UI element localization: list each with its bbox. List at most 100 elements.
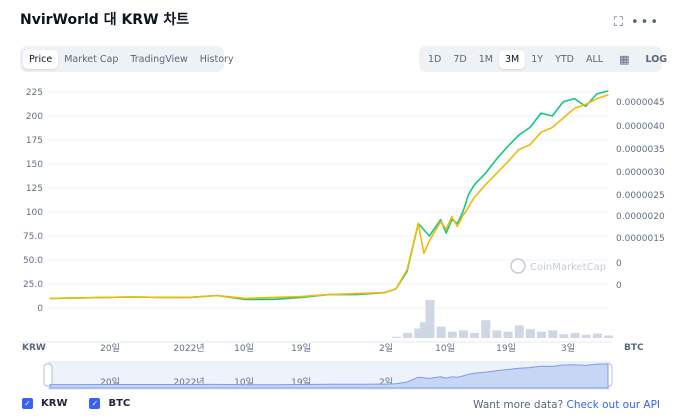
navigator-tick-label: 20일 <box>100 377 120 388</box>
left-axis-ticks: 225 200 175 150 125 100 75.0 50.0 25.0 0 <box>23 88 43 314</box>
left-tick-label: 25.0 <box>23 280 43 290</box>
left-tick-label: 125 <box>26 184 43 194</box>
left-tick-label: 0 <box>37 304 43 314</box>
check-icon[interactable]: ✓ <box>89 398 101 409</box>
series-point <box>506 146 509 148</box>
right-tick-label: 0.0000030 <box>616 168 665 178</box>
series-point <box>423 252 425 254</box>
right-tick-label: 0.0000015 <box>616 234 665 244</box>
series-point <box>529 144 531 146</box>
volume-bar <box>604 335 613 338</box>
navigator-left-handle[interactable] <box>43 363 53 387</box>
volume-bar <box>391 336 401 338</box>
check-icon[interactable]: ✓ <box>22 398 33 409</box>
grid-lines <box>48 91 608 309</box>
series-point <box>49 297 51 299</box>
right-tick-label: 0.0000025 <box>616 191 665 201</box>
volume-bar <box>559 334 569 338</box>
volume-bar <box>458 330 468 338</box>
tab-tradingview[interactable]: TradingView <box>130 53 188 65</box>
volume-bar <box>481 320 491 338</box>
right-tick-label: 0.0000045 <box>616 98 665 108</box>
legend-label-krw: KRW <box>41 398 68 409</box>
range-1y[interactable]: 1Y <box>531 53 544 65</box>
volume-bar <box>525 329 535 338</box>
series-point <box>417 222 419 225</box>
series-point <box>445 228 447 230</box>
series-point <box>244 297 246 299</box>
header-icons: ⛶ ••• <box>614 15 660 30</box>
navigator-tick-label: 10일 <box>234 377 254 388</box>
watermark-text: CoinMarketCap <box>530 262 606 273</box>
expand-icon[interactable]: ⛶ <box>613 15 625 30</box>
x-tick-label: 3일 <box>561 343 575 354</box>
left-tick-label: 175 <box>26 136 43 146</box>
volume-bar <box>570 332 580 338</box>
volume-bar <box>492 330 502 338</box>
series-point <box>188 296 191 299</box>
series-point <box>462 211 464 213</box>
range-1d[interactable]: 1D <box>428 53 442 65</box>
range-all[interactable]: ALL <box>586 53 604 65</box>
left-tick-label: 100 <box>26 208 43 218</box>
range-1m[interactable]: 1M <box>478 53 493 65</box>
volume-bar <box>548 330 558 338</box>
series-point <box>161 296 163 299</box>
range-7d[interactable]: 7D <box>453 53 467 65</box>
volume-bar <box>425 300 435 338</box>
left-axis-name: KRW <box>22 343 46 353</box>
series-point <box>428 240 431 242</box>
legend-item-btc[interactable]: ✓ BTC <box>89 398 130 409</box>
legend-label-btc: BTC <box>108 398 131 409</box>
left-tick-label: 225 <box>26 88 43 98</box>
volume-bar <box>514 325 524 338</box>
series-point <box>440 221 442 223</box>
series-point <box>518 134 520 136</box>
tab-price[interactable]: Price <box>23 49 59 69</box>
volume-bar <box>414 328 424 338</box>
right-tick-label: 0 <box>616 281 622 291</box>
series-point <box>462 215 464 217</box>
series-point <box>467 206 470 208</box>
series-point <box>551 126 553 129</box>
range-ytd[interactable]: YTD <box>555 53 574 65</box>
api-promo-text: Want more data? <box>473 399 567 411</box>
series-point <box>585 105 587 107</box>
calendar-icon[interactable]: ▦ <box>619 52 630 66</box>
log-toggle[interactable]: LOG <box>645 53 668 65</box>
series-point <box>607 90 609 92</box>
view-tab-group: Price Market Cap TradingView History <box>20 46 234 72</box>
series-point <box>562 101 564 103</box>
tab-market-cap[interactable]: Market Cap <box>64 53 119 65</box>
range-3m[interactable]: 3M <box>498 49 526 69</box>
series-point <box>440 219 442 221</box>
volume-bar <box>436 326 446 338</box>
left-tick-label: 50.0 <box>23 256 43 266</box>
series-point <box>272 296 274 299</box>
tab-history[interactable]: History <box>199 53 234 65</box>
volume-bar <box>592 333 602 338</box>
series-point <box>473 197 475 199</box>
series-point <box>456 222 458 225</box>
series-point <box>384 292 386 294</box>
right-axis-ticks: 0.0000045 0.0000040 0.0000035 0.0000030 0.00… <box>616 98 665 291</box>
series-point <box>529 126 531 129</box>
right-tick-label: 0 <box>616 259 622 269</box>
volume-bar <box>503 331 513 338</box>
legend-item-krw[interactable]: ✓ KRW <box>22 398 67 409</box>
api-link[interactable]: Check out our API <box>566 399 660 411</box>
watermark: CoinMarketCap <box>510 258 606 274</box>
series-point <box>495 173 497 175</box>
series-point <box>573 98 576 100</box>
price-chart[interactable]: CoinMarketCap 225 200 175 150 125 100 75.0 50.0… <box>0 80 678 398</box>
left-tick-label: 75.0 <box>23 232 43 242</box>
more-dots-icon[interactable]: ••• <box>630 15 660 30</box>
series-point <box>456 225 458 227</box>
left-tick-label: 150 <box>26 160 43 170</box>
right-tick-label: 0.0000040 <box>616 122 665 132</box>
series-point <box>506 161 509 163</box>
x-axis-ticks: 20일 2022년 10일 19일 2일 10일 19일 3일 <box>100 343 575 354</box>
volume-bar <box>419 322 429 338</box>
series-lines <box>49 90 609 301</box>
